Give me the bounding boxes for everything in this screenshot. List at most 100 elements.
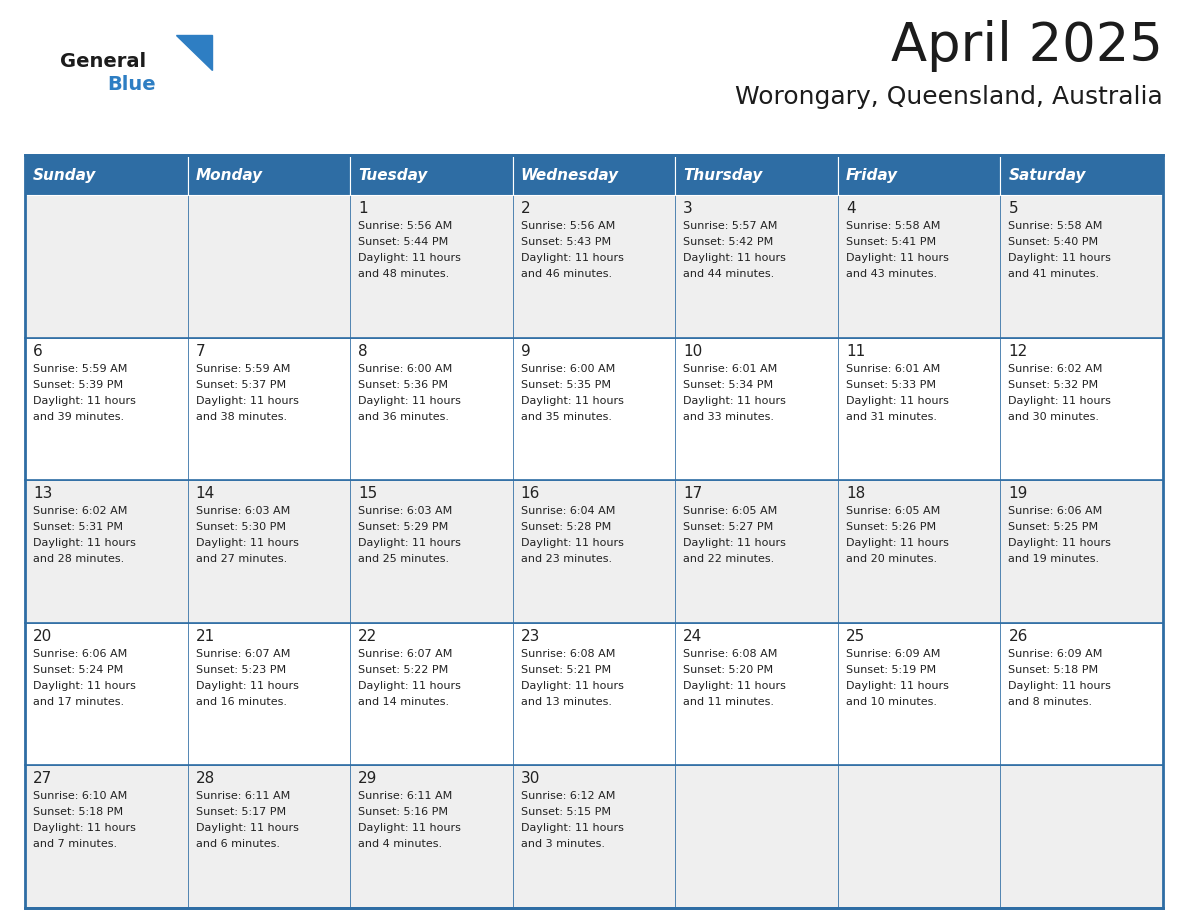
Text: April 2025: April 2025 bbox=[891, 20, 1163, 72]
Bar bbox=[25, 195, 188, 338]
Text: Sunrise: 5:56 AM: Sunrise: 5:56 AM bbox=[358, 221, 453, 231]
Text: and 8 minutes.: and 8 minutes. bbox=[1009, 697, 1093, 707]
Text: Sunset: 5:18 PM: Sunset: 5:18 PM bbox=[1009, 665, 1099, 675]
Text: 7: 7 bbox=[196, 343, 206, 359]
Text: Sunrise: 5:59 AM: Sunrise: 5:59 AM bbox=[196, 364, 290, 374]
Bar bbox=[25, 155, 1163, 908]
Text: Sunrise: 6:12 AM: Sunrise: 6:12 AM bbox=[520, 791, 615, 801]
Text: 15: 15 bbox=[358, 487, 378, 501]
Text: 30: 30 bbox=[520, 771, 541, 787]
Text: Sunset: 5:39 PM: Sunset: 5:39 PM bbox=[33, 380, 124, 389]
Bar bbox=[25, 480, 188, 622]
Text: 5: 5 bbox=[1009, 201, 1018, 216]
Bar bbox=[838, 155, 1000, 195]
Text: Sunset: 5:28 PM: Sunset: 5:28 PM bbox=[520, 522, 611, 532]
Text: Daylight: 11 hours: Daylight: 11 hours bbox=[846, 253, 949, 263]
Text: Sunrise: 6:06 AM: Sunrise: 6:06 AM bbox=[33, 649, 127, 659]
Text: Sunset: 5:18 PM: Sunset: 5:18 PM bbox=[33, 808, 124, 817]
Text: and 38 minutes.: and 38 minutes. bbox=[196, 411, 286, 421]
Text: and 39 minutes.: and 39 minutes. bbox=[33, 411, 124, 421]
Text: Sunset: 5:24 PM: Sunset: 5:24 PM bbox=[33, 665, 124, 675]
Text: Sunset: 5:21 PM: Sunset: 5:21 PM bbox=[520, 665, 611, 675]
Text: Sunrise: 6:09 AM: Sunrise: 6:09 AM bbox=[1009, 649, 1102, 659]
Bar bbox=[350, 622, 513, 766]
Bar bbox=[513, 338, 675, 480]
Text: Daylight: 11 hours: Daylight: 11 hours bbox=[846, 681, 949, 691]
Text: Daylight: 11 hours: Daylight: 11 hours bbox=[358, 823, 461, 834]
Text: 19: 19 bbox=[1009, 487, 1028, 501]
Text: Sunrise: 6:08 AM: Sunrise: 6:08 AM bbox=[683, 649, 778, 659]
Text: Daylight: 11 hours: Daylight: 11 hours bbox=[520, 538, 624, 548]
Bar bbox=[513, 766, 675, 908]
Text: 8: 8 bbox=[358, 343, 368, 359]
Text: 27: 27 bbox=[33, 771, 52, 787]
Text: Sunrise: 6:01 AM: Sunrise: 6:01 AM bbox=[683, 364, 777, 374]
Text: Sunrise: 6:02 AM: Sunrise: 6:02 AM bbox=[1009, 364, 1102, 374]
Text: 21: 21 bbox=[196, 629, 215, 644]
Text: 16: 16 bbox=[520, 487, 541, 501]
Bar bbox=[838, 766, 1000, 908]
Text: Sunset: 5:34 PM: Sunset: 5:34 PM bbox=[683, 380, 773, 389]
Text: Daylight: 11 hours: Daylight: 11 hours bbox=[196, 681, 298, 691]
Text: 10: 10 bbox=[683, 343, 702, 359]
Text: Daylight: 11 hours: Daylight: 11 hours bbox=[683, 681, 786, 691]
Text: Daylight: 11 hours: Daylight: 11 hours bbox=[846, 396, 949, 406]
Text: 25: 25 bbox=[846, 629, 865, 644]
Text: Daylight: 11 hours: Daylight: 11 hours bbox=[1009, 538, 1111, 548]
Bar bbox=[350, 155, 513, 195]
Text: and 41 minutes.: and 41 minutes. bbox=[1009, 269, 1100, 279]
Text: Sunrise: 6:00 AM: Sunrise: 6:00 AM bbox=[358, 364, 453, 374]
Text: Sunset: 5:23 PM: Sunset: 5:23 PM bbox=[196, 665, 285, 675]
Text: 11: 11 bbox=[846, 343, 865, 359]
Text: and 44 minutes.: and 44 minutes. bbox=[683, 269, 775, 279]
Text: Daylight: 11 hours: Daylight: 11 hours bbox=[33, 823, 135, 834]
Text: Sunset: 5:36 PM: Sunset: 5:36 PM bbox=[358, 380, 448, 389]
Text: Daylight: 11 hours: Daylight: 11 hours bbox=[358, 396, 461, 406]
Text: Sunrise: 6:06 AM: Sunrise: 6:06 AM bbox=[1009, 506, 1102, 516]
Text: Sunset: 5:29 PM: Sunset: 5:29 PM bbox=[358, 522, 448, 532]
Text: 3: 3 bbox=[683, 201, 693, 216]
Text: Sunset: 5:30 PM: Sunset: 5:30 PM bbox=[196, 522, 285, 532]
Text: Daylight: 11 hours: Daylight: 11 hours bbox=[683, 253, 786, 263]
Text: Sunrise: 6:00 AM: Sunrise: 6:00 AM bbox=[520, 364, 615, 374]
Text: Sunday: Sunday bbox=[33, 167, 96, 183]
Text: and 25 minutes.: and 25 minutes. bbox=[358, 554, 449, 565]
Text: Sunrise: 5:56 AM: Sunrise: 5:56 AM bbox=[520, 221, 615, 231]
Text: 13: 13 bbox=[33, 487, 52, 501]
Text: Wednesday: Wednesday bbox=[520, 167, 619, 183]
Text: Sunrise: 6:04 AM: Sunrise: 6:04 AM bbox=[520, 506, 615, 516]
Bar bbox=[350, 480, 513, 622]
Text: Daylight: 11 hours: Daylight: 11 hours bbox=[33, 681, 135, 691]
Text: 28: 28 bbox=[196, 771, 215, 787]
Text: and 17 minutes.: and 17 minutes. bbox=[33, 697, 124, 707]
Bar bbox=[513, 480, 675, 622]
Bar bbox=[25, 622, 188, 766]
Bar bbox=[1000, 338, 1163, 480]
Text: and 27 minutes.: and 27 minutes. bbox=[196, 554, 286, 565]
Text: Daylight: 11 hours: Daylight: 11 hours bbox=[358, 253, 461, 263]
Text: and 35 minutes.: and 35 minutes. bbox=[520, 411, 612, 421]
Bar bbox=[350, 195, 513, 338]
Text: and 23 minutes.: and 23 minutes. bbox=[520, 554, 612, 565]
Text: Sunrise: 6:05 AM: Sunrise: 6:05 AM bbox=[846, 506, 940, 516]
Text: Daylight: 11 hours: Daylight: 11 hours bbox=[196, 538, 298, 548]
Text: 24: 24 bbox=[683, 629, 702, 644]
Bar bbox=[188, 155, 350, 195]
Bar bbox=[513, 622, 675, 766]
Text: Thursday: Thursday bbox=[683, 167, 763, 183]
Text: and 4 minutes.: and 4 minutes. bbox=[358, 839, 442, 849]
Text: and 19 minutes.: and 19 minutes. bbox=[1009, 554, 1100, 565]
Text: Daylight: 11 hours: Daylight: 11 hours bbox=[1009, 681, 1111, 691]
Text: and 13 minutes.: and 13 minutes. bbox=[520, 697, 612, 707]
Text: and 14 minutes.: and 14 minutes. bbox=[358, 697, 449, 707]
Text: and 31 minutes.: and 31 minutes. bbox=[846, 411, 937, 421]
Text: Sunset: 5:32 PM: Sunset: 5:32 PM bbox=[1009, 380, 1099, 389]
Bar bbox=[675, 480, 838, 622]
Text: 2: 2 bbox=[520, 201, 530, 216]
Bar bbox=[350, 338, 513, 480]
Bar bbox=[25, 766, 188, 908]
Text: and 46 minutes.: and 46 minutes. bbox=[520, 269, 612, 279]
Text: Worongary, Queensland, Australia: Worongary, Queensland, Australia bbox=[735, 85, 1163, 109]
Text: and 28 minutes.: and 28 minutes. bbox=[33, 554, 125, 565]
Text: Sunset: 5:26 PM: Sunset: 5:26 PM bbox=[846, 522, 936, 532]
